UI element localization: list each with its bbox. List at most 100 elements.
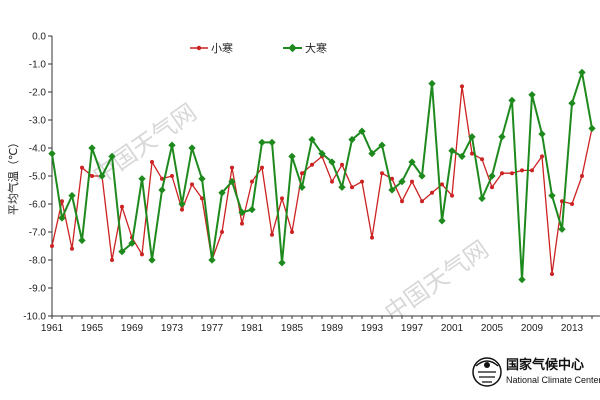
legend-label-xiaohan: 小寒: [211, 41, 233, 55]
data-point-dahan: [308, 135, 316, 144]
data-point-dahan: [108, 152, 116, 161]
data-point-dahan: [48, 149, 56, 158]
data-point-dahan: [518, 275, 526, 284]
data-point-xiaohan: [360, 179, 364, 184]
data-point-dahan: [588, 124, 596, 133]
data-point-dahan: [148, 256, 156, 264]
data-point-dahan: [118, 247, 126, 256]
data-point-xiaohan: [290, 230, 294, 234]
data-point-dahan: [228, 177, 236, 186]
data-point-xiaohan: [160, 176, 164, 181]
data-point-xiaohan: [260, 165, 264, 170]
data-point-xiaohan: [230, 165, 234, 170]
data-point-xiaohan: [80, 165, 84, 170]
data-point-xiaohan: [430, 190, 434, 195]
data-point-dahan: [488, 172, 496, 180]
data-point-xiaohan: [60, 199, 64, 204]
data-point-xiaohan: [520, 168, 524, 173]
data-point-xiaohan: [340, 162, 344, 167]
data-point-xiaohan: [70, 246, 74, 251]
data-point-xiaohan: [350, 185, 354, 190]
data-point-dahan: [138, 175, 146, 183]
data-point-dahan: [208, 256, 216, 264]
y-ticks: 0.0 -1.0 -2.0 -3.0 -4.0 -5.0 -6.0 -7.0 -8.0 -9.0 -…: [23, 32, 52, 323]
data-point-dahan: [498, 133, 506, 141]
y-tick-label: -9.0: [29, 284, 47, 295]
data-point-dahan: [408, 158, 416, 166]
data-point-xiaohan: [140, 252, 144, 257]
data-point-dahan: [568, 99, 576, 107]
data-point-xiaohan: [460, 84, 464, 89]
data-point-dahan: [278, 259, 286, 267]
data-point-xiaohan: [200, 196, 204, 201]
x-tick-label: 2013: [561, 323, 584, 334]
data-point-xiaohan: [570, 202, 574, 206]
x-tick-label: 2009: [521, 323, 544, 334]
data-point-dahan: [258, 138, 266, 147]
data-point-xiaohan: [110, 258, 114, 262]
data-point-dahan: [418, 172, 426, 180]
data-point-dahan: [548, 191, 556, 200]
data-point-xiaohan: [120, 204, 124, 209]
data-point-dahan: [188, 144, 196, 152]
legend-label-dahan: 大寒: [305, 41, 327, 55]
data-point-dahan: [218, 189, 226, 197]
x-tick-label: 2001: [441, 323, 464, 334]
legend-marker-dahan: [288, 43, 297, 53]
logo-name-en: National Climate Center: [506, 375, 600, 385]
data-point-xiaohan: [420, 199, 424, 204]
legend: 小寒 大寒: [190, 41, 327, 55]
x-tick-label: 1961: [41, 323, 64, 334]
x-tick-label: 1985: [281, 323, 304, 334]
y-tick-label: -4.0: [29, 144, 47, 155]
data-point-dahan: [158, 186, 166, 194]
data-point-xiaohan: [380, 171, 384, 176]
logo: 国家气候中心 National Climate Center: [472, 357, 600, 387]
national-climate-center-emblem-icon: [472, 357, 502, 387]
data-point-dahan: [558, 225, 566, 233]
data-point-dahan: [98, 172, 106, 180]
data-point-dahan: [348, 135, 356, 144]
series-dahan: [48, 68, 596, 284]
data-point-dahan: [428, 79, 436, 88]
data-point-dahan: [468, 133, 476, 141]
data-point-dahan: [368, 149, 376, 158]
data-point-dahan: [248, 205, 256, 214]
legend-marker-xiaohan: [196, 45, 202, 51]
x-tick-label: 1997: [401, 323, 424, 334]
data-point-dahan: [68, 191, 76, 200]
axes: [51, 36, 600, 317]
legend-item-xiaohan: 小寒: [190, 41, 233, 55]
data-point-xiaohan: [330, 179, 334, 184]
data-point-dahan: [288, 152, 296, 161]
data-point-xiaohan: [370, 235, 374, 240]
data-point-xiaohan: [150, 160, 154, 164]
y-tick-label: 0.0: [32, 32, 46, 43]
data-point-dahan: [198, 175, 206, 183]
data-point-dahan: [398, 177, 406, 186]
data-point-xiaohan: [390, 176, 394, 181]
y-tick-label: -1.0: [29, 60, 47, 71]
data-point-dahan: [508, 96, 516, 105]
data-point-xiaohan: [480, 157, 484, 162]
x-tick-label: 1977: [201, 323, 224, 334]
data-point-xiaohan: [540, 154, 544, 159]
x-tick-label: 1969: [121, 323, 144, 334]
data-point-xiaohan: [410, 179, 414, 184]
y-tick-label: -8.0: [29, 256, 47, 267]
data-point-dahan: [178, 200, 186, 208]
legend-item-dahan: 大寒: [283, 41, 327, 55]
data-point-dahan: [438, 217, 446, 225]
data-point-xiaohan: [50, 244, 54, 248]
y-tick-label: -2.0: [29, 88, 47, 99]
data-point-dahan: [338, 183, 346, 191]
data-point-xiaohan: [400, 199, 404, 204]
data-point-xiaohan: [280, 196, 284, 201]
data-point-xiaohan: [550, 272, 554, 276]
data-point-xiaohan: [310, 162, 314, 167]
data-point-dahan: [318, 149, 326, 158]
series-layer: [48, 68, 596, 284]
data-point-dahan: [388, 186, 396, 194]
watermark-group: 中国天气网 中国天气网: [87, 98, 493, 327]
